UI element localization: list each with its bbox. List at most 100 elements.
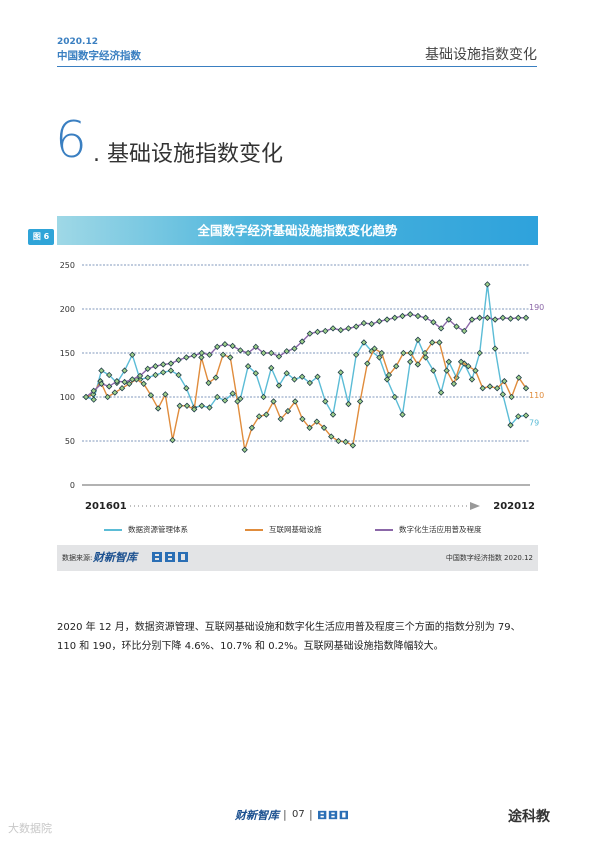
data-point [476,314,483,321]
section-number: 6 [55,111,87,169]
data-point [429,339,436,346]
watermark-left: 大数据院 [8,822,52,835]
y-tick-label: 100 [60,393,75,402]
data-point [126,380,133,387]
data-point [349,442,357,449]
data-point [461,327,468,335]
legend-item-series1: 数据资源管理体系 [104,524,188,535]
data-point [98,367,105,374]
header-section-title: 基础设施指数变化 [425,47,537,63]
data-point [399,411,406,418]
data-point [105,371,113,379]
body-paragraph: 2020 年 12 月，数据资源管理、互联网基础设施和数字化生活应用普及程度三个… [57,622,521,652]
source-label: 数据来源: [62,554,93,562]
data-point [414,361,421,368]
data-point [414,336,422,343]
data-point [144,374,151,381]
figure-tag: 图 6 [28,229,54,245]
data-point [468,316,476,323]
data-point [515,413,522,420]
data-point [400,349,407,357]
data-point [283,370,290,377]
data-point [328,433,335,440]
watermark-right: 途科教 [508,809,550,825]
data-point [329,325,337,332]
data-point [275,353,283,360]
data-point [345,400,352,408]
data-point [430,319,437,326]
data-point [183,385,190,392]
data-point [175,356,182,364]
series-end-label: 79 [529,418,539,427]
data-point [499,391,507,398]
data-point [522,314,530,321]
data-point [392,363,400,370]
data-point [450,380,458,387]
data-point [476,349,483,357]
data-point [364,360,371,367]
data-point [368,320,375,328]
data-point [260,393,267,401]
data-point [391,314,398,321]
data-point [360,339,368,346]
data-point [82,393,90,401]
data-point [263,411,270,418]
data-point [270,398,277,405]
data-point [337,326,344,334]
data-point [356,398,364,405]
data-point [90,387,97,395]
data-point [479,385,486,392]
series-end-label: 110 [529,391,544,400]
data-point [121,378,128,386]
line-chart: 0 50 100 150 200 250 190 110 79 201601 202012 [60,261,545,512]
data-point [90,396,97,403]
data-point [121,367,128,374]
data-point [465,363,472,370]
data-point [190,352,198,359]
data-point [298,373,306,380]
data-point [268,349,275,357]
data-point [275,382,283,389]
data-point [436,339,443,346]
data-point [162,391,169,398]
data-point [221,397,229,404]
section-title: . 基础设施指数变化 [93,142,283,167]
data-point [198,402,205,409]
data-point [335,437,342,445]
page-number: 07 [292,809,305,820]
data-point [453,323,460,330]
series-line [85,313,526,398]
legend-swatch-icon [375,529,393,531]
data-point [214,343,221,351]
header-report-name: 中国数字经济指数 [57,50,141,62]
data-point [136,372,144,380]
data-point [205,379,212,387]
data-point [407,311,414,318]
legend-item-series2: 互联网基础设施 [245,524,322,535]
data-point [493,385,501,392]
data-point [147,392,155,399]
bbd-logo-icon [152,552,188,562]
data-point [248,424,256,431]
legend-label: 互联网基础设施 [269,525,322,534]
data-point [160,361,167,368]
data-point [320,424,328,431]
data-point [284,407,292,415]
data-point [522,412,530,419]
data-point [421,349,429,357]
y-tick-label: 200 [60,305,75,314]
bbd-logo-icon [318,810,348,820]
data-point [212,374,220,381]
data-point [283,348,290,355]
data-point [227,354,234,361]
data-point [484,314,491,321]
data-point [314,373,321,380]
data-point [206,351,213,358]
data-point [252,343,259,351]
data-point [491,345,499,352]
data-point [191,406,198,413]
x-start-label: 201601 [85,501,127,512]
footer-logo: 财新智库 [235,809,279,822]
data-point [522,385,530,392]
data-point [508,393,515,401]
